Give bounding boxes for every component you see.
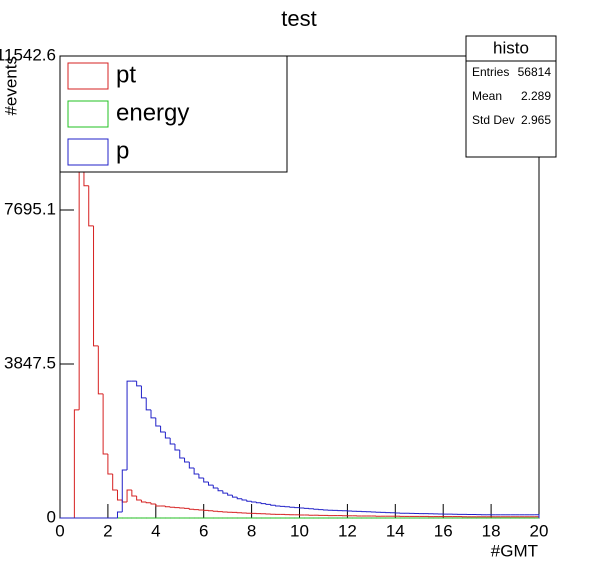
stats-label: Std Dev — [472, 113, 515, 127]
x-tick-label: 0 — [55, 521, 64, 540]
histogram-bin — [203, 477, 209, 483]
histogram-bin — [93, 225, 99, 347]
histogram-bin — [169, 437, 175, 445]
histogram-series — [60, 380, 540, 519]
y-tick-label: 3847.5 — [4, 353, 56, 372]
y-tick-label: 0 — [47, 507, 56, 526]
histogram-bin — [107, 453, 113, 475]
histogram-bin — [275, 505, 281, 507]
histogram-bin — [246, 499, 252, 502]
legend-swatch — [67, 62, 109, 90]
x-tick-label: 2 — [103, 521, 112, 540]
histogram-bin — [188, 461, 195, 469]
x-tick-label: 6 — [199, 521, 208, 540]
histogram-bin — [260, 502, 266, 505]
histogram-bin — [270, 504, 276, 506]
histogram-bin — [179, 449, 185, 459]
histogram-bin — [193, 467, 199, 475]
histogram-bin — [227, 493, 233, 496]
x-axis-label: #GMT — [491, 541, 538, 560]
histogram-bin — [150, 409, 156, 419]
legend-label: p — [116, 137, 129, 164]
histogram-bin — [116, 489, 123, 501]
stats-title: histo — [493, 38, 529, 57]
stats-value: 56814 — [518, 65, 552, 79]
chart-title: test — [281, 6, 316, 31]
histogram-bin — [121, 499, 128, 503]
histogram-bin — [136, 381, 142, 387]
histogram-bin — [136, 495, 142, 501]
y-axis-label: #events — [1, 56, 20, 116]
x-tick-label: 18 — [482, 521, 501, 540]
histogram-bin — [140, 385, 147, 399]
histogram-bin — [188, 508, 195, 510]
legend-label: energy — [116, 99, 189, 126]
legend-label: pt — [116, 61, 136, 88]
histogram-bin — [145, 501, 152, 504]
stats-value: 2.289 — [521, 89, 551, 103]
x-tick-label: 20 — [530, 521, 549, 540]
histogram-bin — [184, 457, 190, 463]
stats-label: Mean — [472, 89, 502, 103]
histogram-bin — [236, 497, 243, 500]
histogram-bin — [174, 443, 180, 451]
histogram-bin — [164, 505, 171, 508]
x-tick-label: 4 — [151, 521, 160, 540]
histogram-bin — [241, 498, 247, 501]
histogram-bin — [155, 503, 161, 507]
x-tick-label: 16 — [434, 521, 453, 540]
histogram-bin — [160, 425, 166, 433]
y-tick-label: 7695.1 — [4, 199, 56, 218]
histogram-bin — [212, 485, 219, 489]
histogram-bin — [131, 489, 137, 497]
x-tick-label: 8 — [247, 521, 256, 540]
histogram-bin — [155, 417, 161, 427]
histogram-bin — [145, 397, 152, 411]
histogram-bin — [207, 481, 214, 486]
histogram-bin — [231, 495, 238, 498]
x-tick-label: 12 — [338, 521, 357, 540]
histogram-bin — [97, 345, 104, 395]
histogram-bin — [217, 487, 223, 492]
histogram-bin — [265, 503, 271, 505]
histogram-bin — [255, 501, 262, 504]
y-tick-label: 11542.6 — [0, 45, 56, 64]
histogram-bin — [73, 409, 80, 518]
legend-swatch — [67, 100, 109, 128]
stats-box — [465, 35, 557, 158]
histogram-bin — [112, 473, 118, 491]
histogram-bin — [222, 490, 228, 494]
x-tick-label: 14 — [386, 521, 405, 540]
histogram-bin — [150, 502, 156, 505]
histogram-bin — [198, 473, 204, 479]
histogram-bin — [102, 393, 108, 455]
histogram-bin — [140, 499, 147, 503]
histogram-bin — [126, 489, 132, 502]
histogram-bin — [116, 511, 123, 518]
x-tick-label: 10 — [290, 521, 309, 540]
histogram-bin — [164, 431, 171, 439]
histogram-bin — [126, 380, 132, 470]
histogram-bin — [534, 514, 540, 518]
histogram-bin — [121, 469, 128, 512]
legend-box — [59, 55, 288, 173]
stats-value: 2.965 — [521, 113, 551, 127]
stats-label: Entries — [472, 65, 509, 79]
histogram-bin — [251, 501, 257, 503]
legend-swatch — [67, 138, 109, 166]
histogram-bin — [88, 185, 94, 227]
